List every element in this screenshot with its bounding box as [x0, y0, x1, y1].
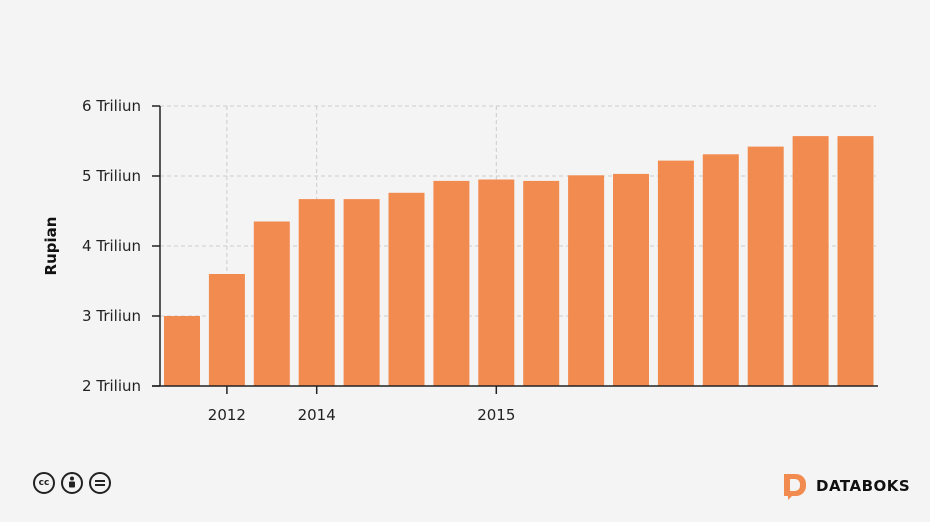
bar[interactable]	[478, 179, 515, 387]
bar-chart: 2 Triliun 3 Triliun 4 Triliun 5 Triliun 6 Tr…	[42, 97, 878, 424]
bar[interactable]	[298, 199, 335, 386]
databoks-logo-icon	[784, 474, 806, 500]
bar[interactable]	[792, 136, 829, 386]
bar[interactable]	[613, 173, 649, 386]
bar[interactable]	[523, 180, 560, 386]
by-icon[interactable]	[61, 472, 83, 494]
bars	[164, 136, 874, 386]
bar[interactable]	[343, 199, 380, 386]
x-tick-label: 2014	[298, 406, 336, 424]
x-tick-label: 2012	[208, 406, 246, 424]
nd-icon[interactable]	[89, 472, 111, 494]
bar[interactable]	[837, 136, 874, 386]
bar[interactable]	[657, 160, 694, 386]
y-tick-label: 6 Triliun	[82, 97, 141, 115]
databoks-logo[interactable]: DATABOKS	[782, 472, 910, 500]
bar[interactable]	[164, 316, 200, 386]
y-tick-label: 4 Triliun	[82, 237, 141, 255]
bar[interactable]	[568, 175, 605, 386]
bar[interactable]	[253, 221, 290, 387]
y-tick-label: 2 Triliun	[82, 377, 141, 395]
cc-icon[interactable]: cc	[33, 472, 55, 494]
y-axis-label: Rupian	[42, 217, 60, 276]
y-tick-label: 5 Triliun	[82, 167, 141, 185]
bar[interactable]	[388, 192, 425, 386]
x-tick-label: 2015	[477, 406, 515, 424]
license-icons: cc	[33, 472, 111, 494]
bar[interactable]	[702, 154, 739, 386]
y-tick-label: 3 Triliun	[82, 307, 141, 325]
brand-name: DATABOKS	[816, 477, 911, 495]
bar[interactable]	[208, 274, 245, 386]
bar[interactable]	[433, 180, 470, 386]
axes: 2 Triliun 3 Triliun 4 Triliun 5 Triliun 6 Tr…	[82, 97, 878, 424]
bar[interactable]	[747, 146, 784, 386]
